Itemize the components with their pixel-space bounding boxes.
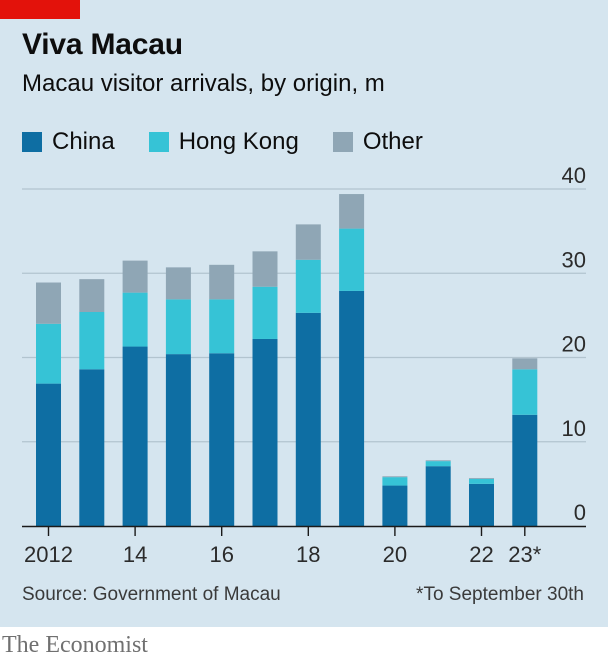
bar-hong-kong-2018 (295, 259, 321, 313)
bar-other-2018 (295, 224, 321, 260)
bar-other-2014 (122, 260, 148, 293)
legend-swatch-hong-kong (148, 132, 169, 152)
x-tick-label-2014: 14 (123, 542, 147, 567)
x-tick-label-2022: 22 (469, 542, 493, 567)
bar-china-2023 (512, 414, 538, 526)
chart-title: Viva Macau (22, 28, 183, 61)
bar-other-2020 (382, 476, 408, 478)
x-tick-label-2023: 23* (508, 542, 541, 567)
legend-label-other: Other (362, 128, 423, 155)
x-tick-label-2016: 16 (209, 542, 233, 567)
y-tick-label-0: 0 (574, 500, 586, 525)
bar-other-2023 (512, 358, 538, 370)
bar-hong-kong-2020 (382, 477, 408, 486)
x-tick-label-2012: 2012 (24, 542, 73, 567)
y-tick-label-20: 20 (562, 332, 586, 357)
bar-china-2012 (36, 383, 61, 526)
bar-other-2012 (36, 282, 61, 324)
legend: China Hong Kong Other (22, 128, 457, 156)
bar-china-2016 (209, 353, 235, 526)
bar-hong-kong-2021 (425, 461, 451, 467)
bar-other-2016 (209, 264, 235, 300)
bar-china-2020 (382, 485, 408, 526)
bar-other-2017 (252, 251, 278, 287)
bar-chart: 0 10 20 30 40 2012 14 16 18 20 22 23* (22, 163, 586, 567)
bar-other-2015 (165, 267, 191, 300)
economist-logo-text: The Economist (2, 632, 148, 658)
y-tick-label-10: 10 (562, 416, 586, 441)
bar-china-2015 (165, 354, 191, 526)
bar-hong-kong-2017 (252, 286, 278, 339)
source-note: Source: Government of Macau (22, 584, 281, 605)
legend-item-hong-kong: Hong Kong (148, 128, 299, 156)
bar-hong-kong-2023 (512, 369, 538, 415)
bar-china-2017 (252, 338, 278, 526)
legend-swatch-china (22, 132, 42, 152)
bar-other-2019 (339, 194, 365, 229)
x-tick-label-2020: 20 (383, 542, 407, 567)
bar-other-2022 (469, 477, 494, 479)
bar-other-2013 (79, 279, 105, 313)
bar-china-2019 (339, 290, 365, 526)
bar-china-2013 (79, 369, 105, 526)
bar-other-2021 (425, 460, 451, 462)
legend-label-hong-kong: Hong Kong (178, 128, 299, 155)
chart-subtitle: Macau visitor arrivals, by origin, m (22, 70, 385, 97)
y-tick-label-40: 40 (562, 163, 586, 188)
chart-panel: Viva Macau Macau visitor arrivals, by or… (0, 0, 608, 627)
bar-hong-kong-2013 (79, 312, 105, 370)
y-tick-label-30: 30 (562, 247, 586, 272)
bar-hong-kong-2022 (469, 478, 494, 484)
bar-hong-kong-2016 (209, 299, 235, 354)
x-tick-label-2018: 18 (296, 542, 320, 567)
bar-china-2021 (425, 466, 451, 526)
bar-hong-kong-2015 (165, 299, 191, 355)
footnote: *To September 30th (416, 584, 584, 605)
economist-red-tag (0, 0, 80, 19)
bar-hong-kong-2012 (36, 323, 61, 384)
legend-item-china: China (22, 128, 115, 156)
bar-hong-kong-2014 (122, 292, 148, 347)
legend-swatch-other (332, 132, 353, 152)
legend-item-other: Other (332, 128, 423, 156)
bar-china-2018 (295, 312, 321, 526)
bar-hong-kong-2019 (339, 228, 365, 291)
bar-china-2014 (122, 346, 148, 526)
bar-china-2022 (469, 483, 494, 526)
legend-label-china: China (52, 128, 115, 155)
